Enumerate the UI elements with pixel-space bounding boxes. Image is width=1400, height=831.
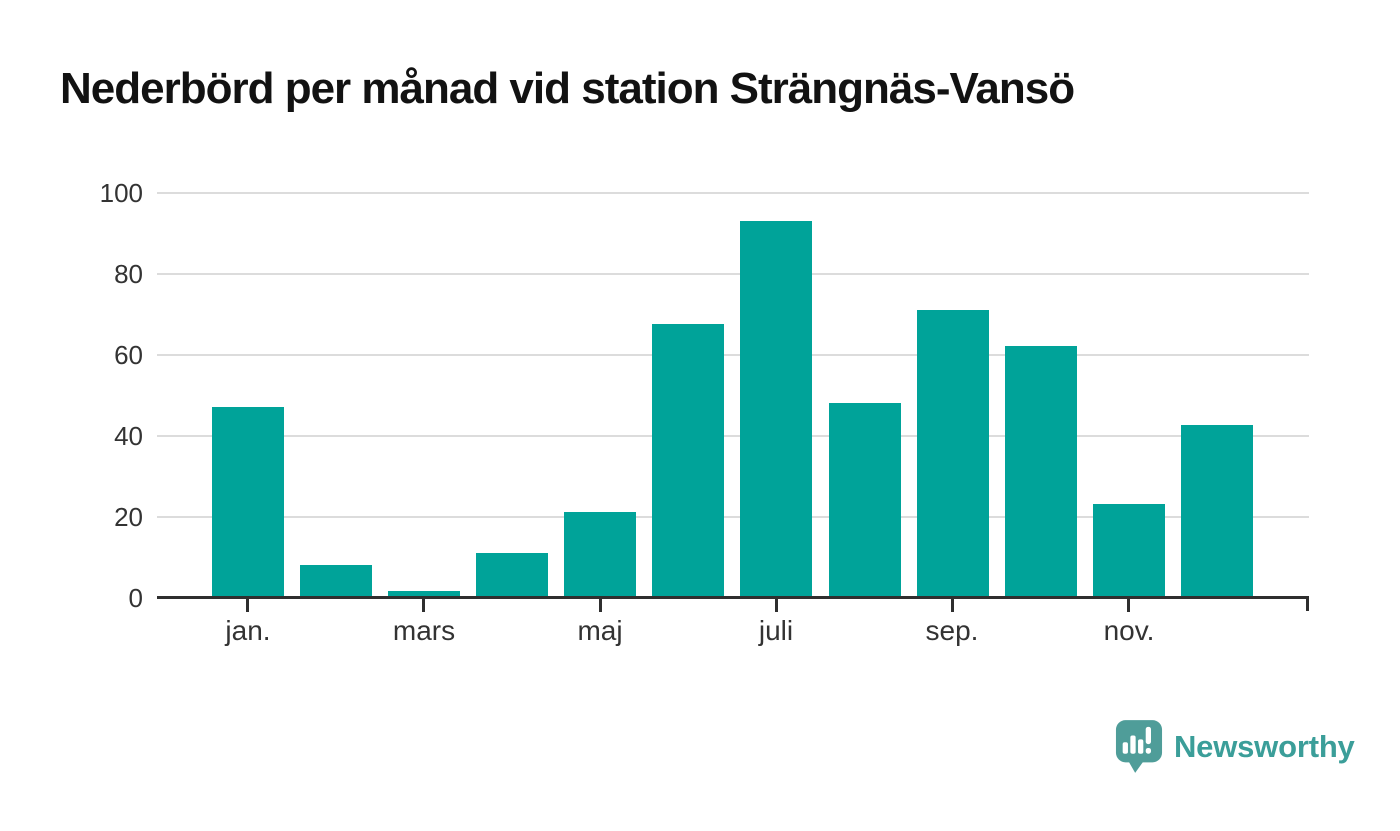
y-tick-label-20: 20 — [114, 502, 143, 532]
bar-dec — [1181, 425, 1253, 596]
bar-nov — [1093, 504, 1165, 596]
y-tick-label-40: 40 — [114, 421, 143, 451]
chart-title: Nederbörd per månad vid station Strängnä… — [60, 64, 1075, 113]
x-tick-label-mars: mars — [392, 615, 456, 646]
bar-jan — [212, 407, 284, 596]
bar-apr — [476, 553, 548, 596]
gridline-100 — [157, 192, 1309, 194]
gridline-60 — [157, 354, 1309, 356]
gridline-80 — [157, 273, 1309, 275]
x-tick-label-sep: sep. — [925, 615, 979, 646]
bar-aug — [829, 403, 901, 596]
brand-name: Newsworthy — [1174, 729, 1355, 764]
x-tick-label-nov: nov. — [1103, 615, 1155, 646]
brand-logo: Newsworthy — [1115, 719, 1355, 775]
y-tick-label-80: 80 — [114, 259, 143, 289]
x-tick-nov — [1127, 599, 1130, 612]
bar-sep — [917, 310, 989, 596]
x-axis-end-tick — [1306, 596, 1309, 611]
bar-juli — [740, 221, 812, 596]
gridline-20 — [157, 516, 1309, 518]
x-tick-sep — [951, 599, 954, 612]
bar-juni — [652, 324, 724, 596]
bar-mars — [388, 591, 460, 596]
bar-maj — [564, 512, 636, 596]
y-tick-label-100: 100 — [99, 178, 143, 208]
y-tick-label-60: 60 — [114, 340, 143, 370]
x-tick-mars — [422, 599, 425, 612]
x-tick-juli — [775, 599, 778, 612]
x-tick-label-maj: maj — [577, 615, 623, 646]
gridline-40 — [157, 435, 1309, 437]
x-tick-maj — [599, 599, 602, 612]
newsworthy-logo-icon — [1115, 719, 1163, 775]
x-tick-label-juli: juli — [758, 615, 794, 646]
x-tick-jan — [246, 599, 249, 612]
bar-okt — [1005, 346, 1077, 596]
bar-feb — [300, 565, 372, 596]
x-axis-line — [157, 596, 1309, 599]
y-tick-label-0: 0 — [128, 583, 143, 613]
x-tick-label-jan: jan. — [225, 615, 271, 646]
